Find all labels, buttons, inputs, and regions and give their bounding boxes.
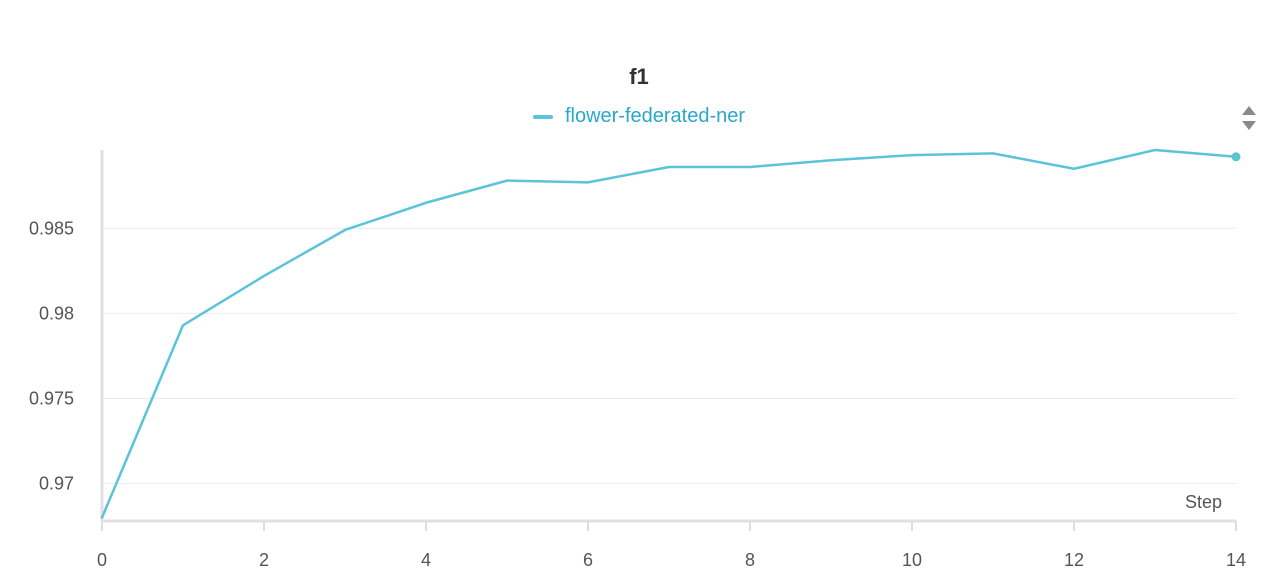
- x-axis-title: Step: [1185, 492, 1222, 512]
- legend-series-label[interactable]: flower-federated-ner: [564, 105, 746, 127]
- chart-title: f1: [629, 64, 649, 89]
- grid-lines: [102, 227, 1236, 485]
- x-tick-label: 14: [1226, 550, 1246, 570]
- y-tick-label: 0.985: [29, 218, 74, 238]
- legend: flower-federated-ner: [0, 105, 1278, 128]
- up-down-arrows-icon: [1242, 106, 1256, 130]
- x-tick-label: 12: [1064, 550, 1084, 570]
- panel-scroll-control[interactable]: [1238, 104, 1260, 132]
- y-tick-label: 0.97: [39, 474, 74, 494]
- series-line: [100, 148, 1238, 519]
- legend-swatch: [532, 114, 553, 119]
- x-tick-label: 8: [745, 550, 755, 570]
- y-tick-label: 0.975: [29, 388, 74, 408]
- x-tick-label: 10: [902, 550, 922, 570]
- x-tick-label: 0: [97, 550, 107, 570]
- x-tick-label: 6: [583, 550, 593, 570]
- axes: 0.97 0.975 0.98 0.985 0 2 4 6 8 10 12 14: [29, 150, 1246, 570]
- series-layer: [100, 148, 1241, 519]
- data-point: [1231, 152, 1241, 162]
- y-tick-label: 0.98: [39, 303, 74, 323]
- x-tick-label: 4: [421, 550, 431, 570]
- x-tick-label: 2: [259, 550, 269, 570]
